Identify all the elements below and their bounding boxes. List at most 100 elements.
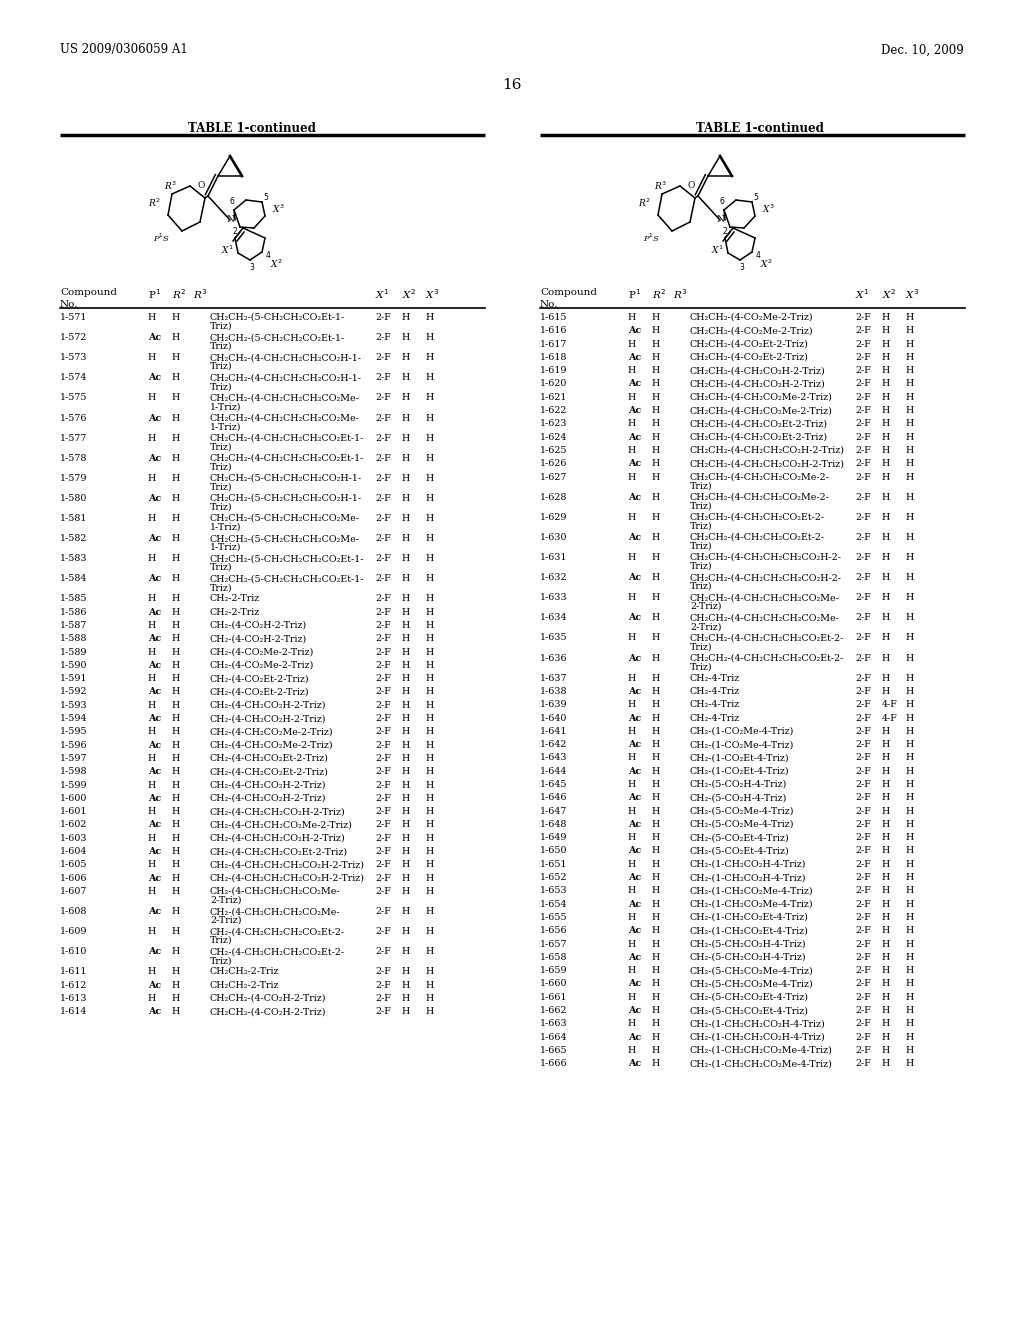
Text: H: H — [905, 767, 913, 776]
Text: H: H — [402, 861, 411, 870]
Text: H: H — [652, 459, 660, 469]
Text: H: H — [402, 433, 411, 442]
Text: 2-F: 2-F — [375, 474, 391, 483]
Text: 2-F: 2-F — [855, 634, 870, 643]
Text: Ac: Ac — [628, 686, 641, 696]
Text: CH₂CH₂-(4-CH₂CH₂CO₂Et-2-: CH₂CH₂-(4-CH₂CH₂CO₂Et-2- — [690, 533, 825, 543]
Text: H: H — [628, 553, 636, 562]
Text: 2-F: 2-F — [855, 979, 870, 989]
Text: 1-664: 1-664 — [540, 1032, 567, 1041]
Text: CH₂-(4-CH₂CH₂CO₂H-2-Triz): CH₂-(4-CH₂CH₂CO₂H-2-Triz) — [210, 834, 346, 842]
Text: 1-665: 1-665 — [540, 1045, 567, 1055]
Text: X$^2$: X$^2$ — [269, 257, 283, 271]
Text: H: H — [172, 594, 180, 603]
Text: 1-597: 1-597 — [60, 754, 87, 763]
Text: Triz): Triz) — [690, 541, 713, 550]
Text: 2-F: 2-F — [855, 1032, 870, 1041]
Text: CH₂-(4-CH₂CO₂Et-2-Triz): CH₂-(4-CH₂CO₂Et-2-Triz) — [210, 767, 329, 776]
Text: P$^1$: P$^1$ — [628, 286, 641, 301]
Text: H: H — [425, 701, 433, 710]
Text: H: H — [652, 714, 660, 722]
Text: H: H — [402, 607, 411, 616]
Text: CH₂CH₂-(4-CH₂CH₂CH₂CO₂H-1-: CH₂CH₂-(4-CH₂CH₂CH₂CO₂H-1- — [210, 374, 362, 383]
Text: H: H — [905, 993, 913, 1002]
Text: 2-F: 2-F — [375, 535, 391, 543]
Text: H: H — [628, 780, 636, 789]
Text: 1-626: 1-626 — [540, 459, 567, 469]
Text: 1-638: 1-638 — [540, 686, 567, 696]
Text: Ac: Ac — [148, 607, 161, 616]
Text: 1-613: 1-613 — [60, 994, 87, 1003]
Text: Ac: Ac — [628, 793, 641, 803]
Text: H: H — [905, 940, 913, 949]
Text: H: H — [402, 648, 411, 656]
Text: 2-F: 2-F — [855, 1019, 870, 1028]
Text: 1-636: 1-636 — [540, 653, 567, 663]
Text: CH₂CH₂-(4-CH₂CH₂CO₂Et-2-: CH₂CH₂-(4-CH₂CH₂CO₂Et-2- — [690, 512, 825, 521]
Text: 2-F: 2-F — [855, 553, 870, 562]
Text: CH₂-(4-CH₂CH₂CH₂CO₂H-2-Triz): CH₂-(4-CH₂CH₂CH₂CO₂H-2-Triz) — [210, 874, 365, 883]
Text: CH₂CH₂-(5-CH₂CH₂CH₂CO₂Et-1-: CH₂CH₂-(5-CH₂CH₂CH₂CO₂Et-1- — [210, 554, 365, 564]
Text: H: H — [172, 847, 180, 857]
Text: H: H — [628, 593, 636, 602]
Text: 1-651: 1-651 — [540, 859, 567, 869]
Text: Ac: Ac — [628, 846, 641, 855]
Text: Ac: Ac — [148, 981, 161, 990]
Text: 1-647: 1-647 — [540, 807, 567, 816]
Text: H: H — [425, 433, 433, 442]
Text: 1-662: 1-662 — [540, 1006, 567, 1015]
Text: Ac: Ac — [628, 1059, 641, 1068]
Text: H: H — [882, 940, 890, 949]
Text: 2-F: 2-F — [375, 648, 391, 656]
Text: 1-603: 1-603 — [60, 834, 87, 842]
Text: H: H — [172, 927, 180, 936]
Text: 2-F: 2-F — [375, 574, 391, 583]
Text: H: H — [425, 907, 433, 916]
Text: H: H — [425, 620, 433, 630]
Text: 2-Triz): 2-Triz) — [210, 896, 242, 904]
Text: CH₂-(1-CO₂Et-4-Triz): CH₂-(1-CO₂Et-4-Triz) — [690, 767, 790, 776]
Text: H: H — [882, 393, 890, 401]
Text: H: H — [425, 333, 433, 342]
Text: H: H — [425, 821, 433, 829]
Text: P$^1$S: P$^1$S — [643, 232, 660, 244]
Text: H: H — [905, 820, 913, 829]
Text: CH₂CH₂-(4-CH₂CO₂Me-2-Triz): CH₂CH₂-(4-CH₂CO₂Me-2-Triz) — [690, 407, 833, 414]
Text: CH₂-(5-CO₂Et-4-Triz): CH₂-(5-CO₂Et-4-Triz) — [690, 833, 790, 842]
Text: H: H — [628, 727, 636, 735]
Text: 1-578: 1-578 — [60, 454, 87, 463]
Text: H: H — [628, 420, 636, 429]
Text: H: H — [148, 968, 157, 977]
Text: H: H — [172, 994, 180, 1003]
Text: 1-635: 1-635 — [540, 634, 567, 643]
Text: H: H — [905, 593, 913, 602]
Text: H: H — [882, 473, 890, 482]
Text: H: H — [882, 1045, 890, 1055]
Text: H: H — [425, 727, 433, 737]
Text: H: H — [628, 446, 636, 455]
Text: 1-660: 1-660 — [540, 979, 567, 989]
Text: H: H — [402, 727, 411, 737]
Text: H: H — [882, 820, 890, 829]
Text: 1-633: 1-633 — [540, 593, 567, 602]
Text: Ac: Ac — [628, 352, 641, 362]
Text: H: H — [882, 553, 890, 562]
Text: H: H — [402, 927, 411, 936]
Text: H: H — [425, 494, 433, 503]
Text: 1-621: 1-621 — [540, 393, 567, 401]
Text: X$^1$: X$^1$ — [375, 286, 389, 301]
Text: 1-624: 1-624 — [540, 433, 567, 442]
Text: H: H — [148, 754, 157, 763]
Text: H: H — [628, 913, 636, 921]
Text: 2-F: 2-F — [855, 807, 870, 816]
Text: 2-F: 2-F — [855, 593, 870, 602]
Text: H: H — [402, 594, 411, 603]
Text: H: H — [172, 834, 180, 842]
Text: H: H — [652, 533, 660, 543]
Text: 1-Triz): 1-Triz) — [210, 403, 242, 412]
Text: 1-606: 1-606 — [60, 874, 87, 883]
Text: H: H — [402, 474, 411, 483]
Text: H: H — [402, 741, 411, 750]
Text: TABLE 1-continued: TABLE 1-continued — [188, 121, 316, 135]
Text: 2-F: 2-F — [375, 821, 391, 829]
